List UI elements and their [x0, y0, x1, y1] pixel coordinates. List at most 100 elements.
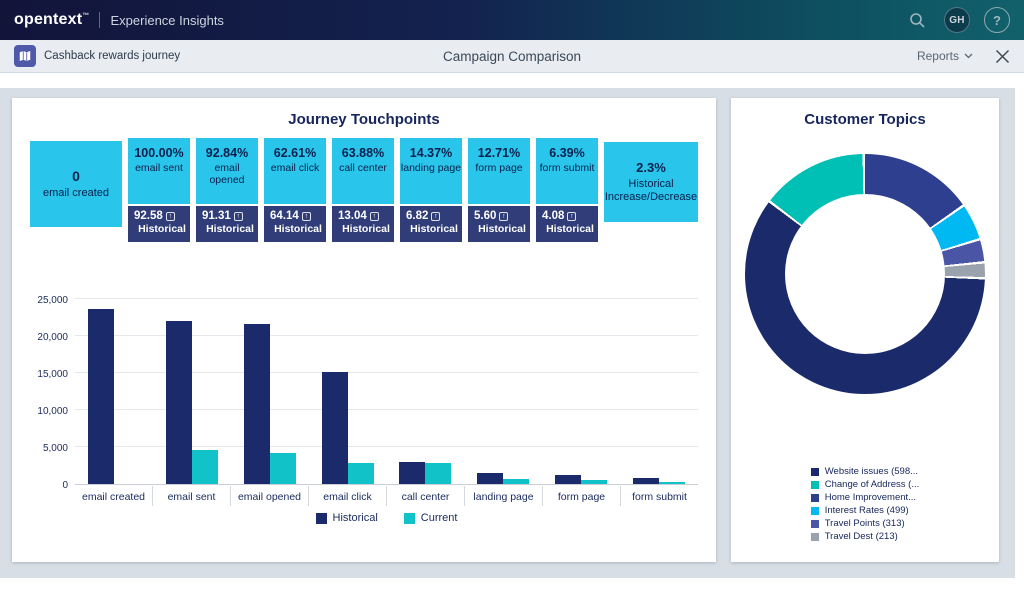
- touchpoint-card-email-sent[interactable]: 100.00% email sent 92.58 ↑ Historical: [128, 138, 190, 242]
- gridline-10000: [75, 409, 698, 410]
- close-icon[interactable]: [995, 49, 1010, 64]
- touchpoint-card-email-created[interactable]: 0 email created: [30, 141, 122, 227]
- gridline-20000: [75, 335, 698, 336]
- card-value: 0: [72, 168, 80, 184]
- donut-legend-label: Interest Rates (499): [824, 505, 909, 516]
- touchpoint-cards: 0 email created 100.00% email sent 92.58 ↑ His…: [30, 138, 698, 242]
- card-historical-value: 64.14 ↑: [270, 210, 326, 222]
- touchpoint-card-email-click[interactable]: 62.61% email click 64.14 ↑ Historical: [264, 138, 326, 242]
- donut-legend-item-travel-dest-213[interactable]: Travel Dest (213): [810, 531, 920, 543]
- donut-legend-item-change-of-address[interactable]: Change of Address (...: [810, 479, 919, 491]
- bar-current-email-sent[interactable]: [191, 449, 218, 484]
- touchpoint-card-landing-page[interactable]: 14.37% landing page 6.82 ↑ Historical: [400, 138, 462, 242]
- donut-legend-label: Website issues (598...: [824, 466, 919, 477]
- legend-item-current[interactable]: Current: [403, 512, 458, 524]
- touchpoint-card-form-page[interactable]: 12.71% form page 5.60 ↑ Historical: [468, 138, 530, 242]
- card-historical-label: Historical: [546, 223, 594, 235]
- card-historical-value: 92.58 ↑: [134, 210, 190, 222]
- breadcrumb[interactable]: Cashback rewards journey: [14, 45, 180, 67]
- customer-topics-title: Customer Topics: [804, 111, 926, 128]
- trend-up-icon: ↑: [301, 211, 311, 221]
- card-historical-label: Historical: [274, 223, 322, 235]
- donut-legend-label: Travel Dest (213): [824, 531, 898, 542]
- card-historical-value: 13.04 ↑: [338, 210, 394, 222]
- x-tick-label-form-page: form page: [542, 486, 620, 506]
- bar-current-landing-page[interactable]: [503, 479, 530, 484]
- card-label: Historical Increase/Decrease: [604, 178, 698, 203]
- donut-legend-item-travel-points-313[interactable]: Travel Points (313): [810, 518, 920, 530]
- map-glyph: [19, 51, 31, 61]
- bar-group-email-click: [309, 300, 387, 484]
- search-icon[interactable]: [904, 7, 930, 33]
- bar-historical-email-created[interactable]: [87, 308, 114, 484]
- journey-map-icon: [14, 45, 36, 67]
- card-current-section: 14.37% landing page: [400, 138, 462, 204]
- trend-up-icon: ↑: [499, 211, 509, 221]
- card-percent: 12.71%: [477, 146, 521, 160]
- help-icon[interactable]: ?: [984, 7, 1010, 33]
- reports-label: Reports: [916, 49, 959, 63]
- bar-historical-email-opened[interactable]: [243, 324, 270, 484]
- legend-label: Current: [420, 512, 458, 524]
- bar-historical-email-click[interactable]: [321, 371, 348, 484]
- card-percent: 63.88%: [341, 146, 385, 160]
- card-historical-label: Historical: [206, 223, 254, 235]
- customer-topics-donut: [745, 154, 985, 394]
- card-historical-section: 6.82 ↑ Historical: [400, 206, 462, 242]
- bar-current-form-submit[interactable]: [659, 481, 686, 484]
- bar-current-email-opened[interactable]: [269, 452, 296, 484]
- donut-legend-label: Home Improvement...: [824, 492, 917, 503]
- card-percent: 92.84%: [205, 146, 249, 160]
- card-label: email click: [270, 162, 320, 174]
- bar-current-call-center[interactable]: [425, 462, 452, 484]
- legend-swatch-historical: [315, 512, 327, 524]
- touchpoint-card-form-submit[interactable]: 6.39% form submit 4.08 ↑ Historical: [536, 138, 598, 242]
- bar-current-email-click[interactable]: [347, 462, 374, 484]
- card-current-section: 100.00% email sent: [128, 138, 190, 204]
- x-tick-label-email-opened: email opened: [230, 486, 308, 506]
- touchpoint-card-call-center[interactable]: 63.88% call center 13.04 ↑ Historical: [332, 138, 394, 242]
- report-header-bar: Cashback rewards journey Campaign Compar…: [0, 40, 1024, 73]
- x-tick-label-call-center: call center: [386, 486, 464, 506]
- donut-legend-swatch: [810, 533, 819, 541]
- reports-dropdown[interactable]: Reports: [917, 49, 973, 63]
- card-historical-section: 64.14 ↑ Historical: [264, 206, 326, 242]
- touchpoint-card-email-opened[interactable]: 92.84% email opened 91.31 ↑ Historical: [196, 138, 258, 242]
- bar-group-email-created: [75, 300, 153, 484]
- x-tick-label-email-created: email created: [81, 491, 146, 503]
- legend-label: Historical: [332, 512, 378, 524]
- donut-legend-swatch: [810, 494, 819, 502]
- donut-legend-swatch: [810, 468, 819, 476]
- bar-historical-form-submit[interactable]: [633, 478, 660, 484]
- chevron-down-icon: [964, 53, 973, 59]
- y-tick-label: 10,000: [37, 406, 68, 417]
- y-tick-label: 5,000: [42, 443, 68, 454]
- card-current-section: 6.39% form submit: [536, 138, 598, 204]
- card-historical-value: 6.82 ↑: [406, 210, 462, 222]
- bar-historical-call-center[interactable]: [399, 462, 426, 484]
- donut-legend-item-website-issues-598[interactable]: Website issues (598...: [810, 466, 920, 478]
- legend-item-historical[interactable]: Historical: [315, 512, 378, 524]
- bar-historical-email-sent[interactable]: [165, 321, 192, 484]
- bar-current-form-page[interactable]: [581, 479, 608, 484]
- bar-groups: [75, 300, 698, 484]
- header-actions: Reports: [917, 49, 1010, 64]
- touchpoint-card-historical-increase-decrease[interactable]: 2.3% Historical Increase/Decrease: [604, 142, 698, 222]
- bar-historical-landing-page[interactable]: [477, 472, 504, 484]
- donut-legend-swatch: [810, 481, 819, 489]
- donut-legend-item-home-improvement[interactable]: Home Improvement...: [810, 492, 920, 504]
- donut-legend-item-interest-rates-499[interactable]: Interest Rates (499): [810, 505, 920, 517]
- card-label: email created: [42, 187, 110, 199]
- bar-historical-form-page[interactable]: [555, 474, 582, 484]
- bar-group-form-submit: [620, 300, 698, 484]
- donut-legend-items: Website issues (598... Change of Address …: [810, 466, 920, 543]
- journey-touchpoints-title: Journey Touchpoints: [288, 111, 440, 128]
- bar-group-form-page: [542, 300, 620, 484]
- card-current-section: 63.88% call center: [332, 138, 394, 204]
- card-historical-label: Historical: [478, 223, 526, 235]
- card-percent: 62.61%: [273, 146, 317, 160]
- top-app-bar: opentext™ Experience Insights GH ?: [0, 0, 1024, 40]
- card-historical-label: Historical: [342, 223, 390, 235]
- user-avatar[interactable]: GH: [944, 7, 970, 33]
- x-tick-label-landing-page: landing page: [464, 486, 542, 506]
